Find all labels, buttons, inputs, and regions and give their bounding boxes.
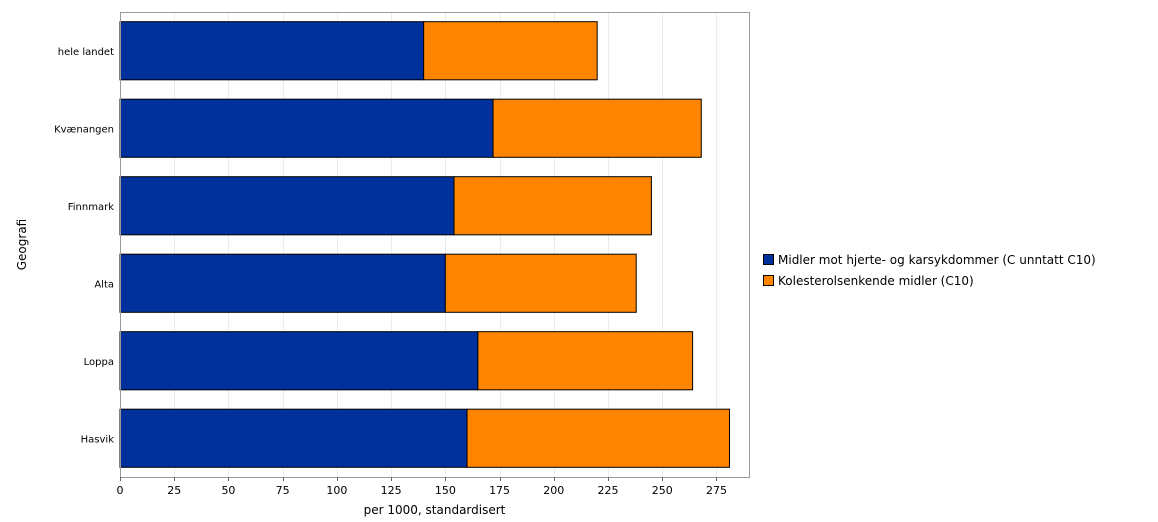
bar-segment (119, 253, 446, 313)
category-label: Alta (94, 279, 114, 290)
x-axis-title: per 1000, standardisert (364, 503, 506, 517)
x-tick-label: 275 (706, 484, 727, 497)
legend-label: Kolesterolsenkende midler (C10) (778, 273, 974, 288)
bar-segment (119, 176, 455, 236)
plot-frame (120, 12, 750, 478)
bar-segment (492, 98, 702, 158)
legend-item: Midler mot hjerte- og karsykdommer (C un… (763, 249, 1096, 270)
bar-segment (466, 408, 730, 468)
legend-swatch (763, 275, 774, 286)
x-tick-label: 150 (435, 484, 456, 497)
x-axis-ticks: 0 25 50 75 100 125 150 175 200 225 250 275 (117, 477, 727, 497)
bar-segment (444, 253, 637, 313)
category-label: Finnmark (68, 202, 114, 213)
x-tick-label: 250 (652, 484, 673, 497)
x-tick-label: 125 (381, 484, 402, 497)
bar-segment (477, 331, 694, 391)
bar-segment (423, 21, 598, 81)
bars (119, 21, 730, 468)
category-label: Loppa (84, 357, 114, 368)
x-tick-label: 100 (326, 484, 347, 497)
category-label: Kvænangen (54, 124, 114, 135)
x-tick-label: 225 (598, 484, 619, 497)
x-tick-label: 0 (117, 484, 124, 497)
bar-segment (453, 176, 652, 236)
bar-segment (119, 408, 468, 468)
x-tick-label: 200 (543, 484, 564, 497)
x-tick-label: 25 (167, 484, 181, 497)
x-tick-label: 75 (276, 484, 290, 497)
legend: Midler mot hjerte- og karsykdommer (C un… (763, 249, 1096, 291)
y-axis-title: Geografi (15, 219, 29, 271)
x-tick-label: 175 (489, 484, 510, 497)
legend-swatch (763, 254, 774, 265)
legend-label: Midler mot hjerte- og karsykdommer (C un… (778, 252, 1096, 267)
category-label: Hasvik (81, 434, 115, 445)
bar-segment (119, 331, 479, 391)
bar-segment (119, 98, 494, 158)
category-labels: hele landet Kvænangen Finnmark Alta Loppa Has… (54, 47, 114, 446)
category-label: hele landet (58, 47, 114, 58)
x-tick-label: 50 (221, 484, 235, 497)
bar-segment (119, 21, 425, 81)
gridlines (174, 12, 717, 477)
legend-item: Kolesterolsenkende midler (C10) (763, 270, 1096, 291)
